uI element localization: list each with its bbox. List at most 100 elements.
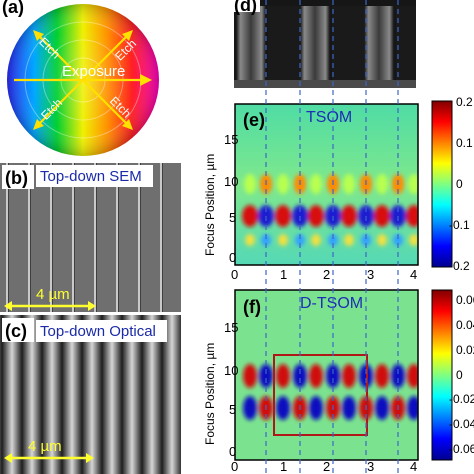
- dtsom-lobe: [375, 396, 389, 420]
- tsom-lobe: [310, 174, 322, 194]
- tsom-lobe: [409, 234, 418, 246]
- scale-bar-b: 4 µm: [4, 286, 96, 311]
- svg-text:4 µm: 4 µm: [28, 438, 62, 455]
- svg-text:-0.04: -0.04: [449, 417, 474, 431]
- tsom-lobe: [341, 205, 357, 227]
- dtsom-lobe: [342, 364, 356, 388]
- tsom-lobe: [261, 234, 271, 246]
- dtsom-lobe: [276, 364, 290, 388]
- tsom-lobe: [344, 234, 354, 246]
- xtick-f-3: 3: [367, 459, 374, 474]
- dtsom-lobe: [243, 396, 257, 420]
- svg-text:0.04: 0.04: [456, 318, 474, 332]
- map-title-e: TSOM: [306, 109, 352, 126]
- tsom-lobe: [406, 205, 418, 227]
- scale-bar-c: 4 µm: [4, 438, 94, 463]
- map-title-f: D-TSOM: [300, 295, 363, 312]
- ytick-e-15: 15: [224, 132, 238, 147]
- colorbar-ticks-f: 0.06 0.04 0.02 0 -0.02 -0.04 -0.06: [449, 293, 474, 456]
- tsom-lobe: [295, 234, 305, 246]
- tsom-lobe: [408, 174, 418, 194]
- ytick-e-10: 10: [224, 174, 238, 189]
- tsom-lobe: [245, 234, 255, 246]
- panel-label-b: (b): [5, 168, 28, 188]
- dtsom-lobe: [326, 364, 340, 388]
- dtsom-lobe: [243, 364, 257, 388]
- colorbar-f: [431, 289, 453, 461]
- svg-text:0.1: 0.1: [456, 136, 473, 150]
- svg-text:-0.02: -0.02: [449, 392, 474, 406]
- panel-b: (b) Top-down SEM 4 µm: [0, 163, 181, 312]
- tsom-lobe: [277, 174, 289, 194]
- tsom-lobe: [328, 234, 338, 246]
- xtick-e-2: 2: [323, 267, 330, 282]
- panel-label-c: (c): [5, 321, 27, 341]
- tsom-lobe: [311, 234, 321, 246]
- dtsom-lobe: [391, 364, 405, 388]
- xtick-f-1: 1: [280, 459, 287, 474]
- dtsom-lobe: [407, 396, 418, 420]
- cross-section-lines: [234, 6, 416, 88]
- dtsom-lobe: [407, 364, 418, 388]
- tsom-lobe: [244, 174, 256, 194]
- tsom-lobe: [374, 205, 390, 227]
- exposure-arrows: [14, 30, 152, 130]
- svg-text:-0.1: -0.1: [449, 218, 470, 232]
- panel-e: Focus Position, µm (e) TSOM 15 10 5 0 0 …: [203, 95, 473, 282]
- tsom-lobe: [278, 234, 288, 246]
- tsom-lobe: [275, 205, 291, 227]
- colorbar-ticks-e: 0.2 0.1 0 -0.1 -0.2: [449, 95, 473, 273]
- xticks-f: 0 1 2 3 4: [231, 459, 417, 474]
- panel-label-d: (d): [234, 0, 257, 15]
- exposure-label: Exposure: [62, 63, 125, 80]
- panel-d: (d): [232, 0, 416, 88]
- panel-a: Exposure Etch Etch Etch Etch (a): [0, 0, 170, 160]
- sem-tag: Top-down SEM: [40, 168, 142, 185]
- dtsom-lobe: [309, 396, 323, 420]
- svg-text:4 µm: 4 µm: [36, 286, 70, 303]
- svg-text:0.06: 0.06: [456, 293, 474, 307]
- tsom-pattern: [242, 174, 418, 246]
- ylabel-e: Focus Position, µm: [203, 154, 217, 256]
- xtick-f-4: 4: [410, 459, 417, 474]
- alignment-guides: [265, 0, 399, 474]
- tsom-lobe: [393, 234, 403, 246]
- dtsom-lobe: [309, 364, 323, 388]
- ytick-f-15: 15: [224, 320, 238, 335]
- svg-text:0: 0: [456, 177, 463, 191]
- ytick-e-0: 0: [229, 250, 236, 265]
- svg-text:0.2: 0.2: [456, 95, 473, 109]
- tsom-lobe: [361, 234, 371, 246]
- ytick-f-5: 5: [229, 402, 236, 417]
- tsom-lobe: [377, 234, 387, 246]
- xtick-e-1: 1: [280, 267, 287, 282]
- ytick-f-0: 0: [229, 444, 236, 459]
- dtsom-lobe: [259, 364, 273, 388]
- dtsom-lobe: [342, 396, 356, 420]
- optical-tag: Top-down Optical: [40, 323, 156, 340]
- panel-label-f: (f): [243, 297, 261, 317]
- xtick-f-2: 2: [323, 459, 330, 474]
- dtsom-lobe: [375, 364, 389, 388]
- panel-label-a: (a): [2, 0, 24, 17]
- tsom-lobe: [242, 205, 258, 227]
- dtsom-lobe: [276, 396, 290, 420]
- panel-c: (c) Top-down Optical 4 µm: [0, 315, 181, 474]
- panel-label-e: (e): [243, 110, 265, 130]
- colorbar-e: [431, 100, 453, 268]
- xtick-e-0: 0: [231, 267, 238, 282]
- panel-f: Focus Position, µm (f) D-TSOM 15 10 5 0 …: [203, 289, 474, 474]
- xtick-e-4: 4: [410, 267, 417, 282]
- yticks-e: 15 10 5 0: [224, 132, 238, 265]
- svg-text:-0.06: -0.06: [449, 442, 474, 456]
- xticks-e: 0 1 2 3 4: [231, 267, 417, 282]
- region-of-interest-box: [273, 354, 368, 436]
- xtick-f-0: 0: [231, 459, 238, 474]
- svg-text:0.02: 0.02: [456, 343, 474, 357]
- tsom-lobe: [376, 174, 388, 194]
- svg-text:0: 0: [456, 368, 463, 382]
- tsom-lobe: [308, 205, 324, 227]
- dtsom-lobe: [293, 364, 307, 388]
- ylabel-f: Focus Position, µm: [203, 343, 217, 445]
